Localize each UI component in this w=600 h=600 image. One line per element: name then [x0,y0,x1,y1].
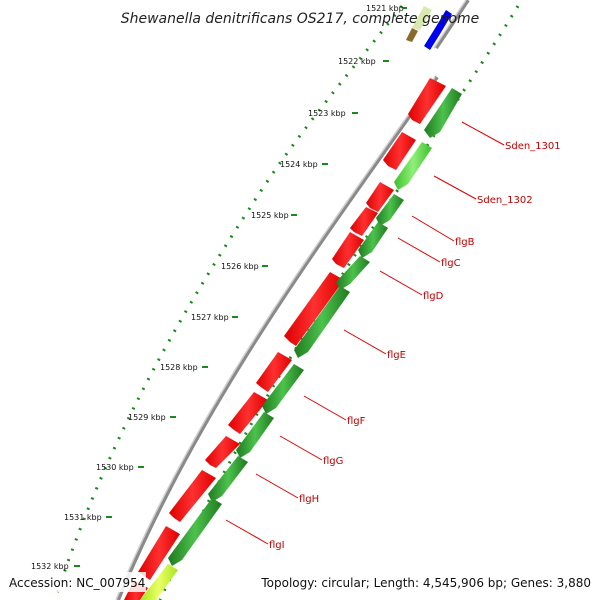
top-light-feature [412,6,432,30]
footer-topology-bg [256,572,594,592]
gene-flgE [294,286,350,358]
gene-flgC [358,222,388,258]
leader-flgD [379,270,423,296]
leader-flgC [397,237,441,263]
leader-flgB [411,215,455,242]
backbone-upper-highlight [433,0,467,49]
gene-yellow [140,564,178,600]
top-brown-feature [406,28,418,42]
kbp-label: 1522 kbp [338,57,376,66]
gene-label-flgB: flgB [455,237,475,248]
kbp-label: 1529 kbp [128,413,166,422]
cds-red-10 [169,470,216,522]
leader-flgH [255,473,299,499]
cds-red-3 [366,182,394,212]
leader-sden1301 [461,121,505,146]
cds-red-1 [408,78,446,124]
kbp-labels: 1521 kbp 1522 kbp 1523 kbp 1524 kbp 1525… [31,4,404,571]
gene-labels: Sden_1301 Sden_1302 flgB flgC flgD flgE … [269,141,561,551]
gc-skew-outer-dots [158,5,520,600]
gene-label-sden1301: Sden_1301 [505,141,561,152]
cds-red-9 [205,436,240,468]
leader-flgG [279,435,323,461]
gene-sden1301 [424,88,462,138]
gene-flgI [168,498,222,566]
cds-red-6 [284,272,344,346]
gene-label-flgC: flgC [441,258,461,269]
cds-red-2 [383,132,416,170]
footer-topology: Topology: circular; Length: 4,545,906 bp… [260,576,591,590]
leader-flgF [303,395,347,421]
cds-red-track [124,78,446,600]
gene-flgH [208,456,248,502]
leader-sden1302 [433,175,477,200]
gene-label-leaders [225,121,505,545]
backbone-upper [434,0,470,50]
gene-label-flgF: flgF [347,416,366,427]
kbp-label: 1525 kbp [251,211,289,220]
cds-red-7 [256,352,292,392]
kbp-label: 1528 kbp [160,363,198,372]
footer-accession-bg [6,572,146,592]
cds-red-11 [138,526,180,580]
kbp-label: 1524 kbp [280,160,318,169]
top-blue-feature [424,10,452,50]
map-title: Shewanella denitrificans OS217, complete… [121,11,480,27]
leader-flgI [225,519,269,545]
gene-label-flgG: flgG [323,456,343,467]
backbone-main-highlight [115,76,436,600]
gene-label-flgI: flgI [269,540,285,551]
kbp-label: 1532 kbp [31,562,69,571]
kbp-label: 1526 kbp [221,262,259,271]
leader-flgE [343,329,387,355]
gene-flgD [336,256,370,290]
kbp-label: 1523 kbp [308,109,346,118]
gene-flgF [262,364,304,414]
kbp-ticks [74,7,407,567]
gene-label-flgE: flgE [387,350,406,361]
gene-flgB [376,194,404,226]
kbp-label: 1530 kbp [96,463,134,472]
kbp-label: 1527 kbp [191,313,229,322]
gene-label-sden1302: Sden_1302 [477,195,533,206]
gene-label-flgD: flgD [423,291,444,302]
gene-label-flgH: flgH [299,494,319,505]
cds-red-8 [228,392,268,434]
gc-skew-inner-dots [53,5,404,600]
gene-sden1302 [394,142,432,190]
gene-green-track [140,88,462,600]
kbp-label: 1521 kbp [366,4,404,13]
cds-red-5 [332,232,364,268]
backbone-main [116,75,439,600]
cds-red-4 [350,207,378,236]
gene-flgG [236,412,274,458]
kbp-label: 1531 kbp [64,513,102,522]
footer-accession: Accession: NC_007954 [9,576,145,590]
